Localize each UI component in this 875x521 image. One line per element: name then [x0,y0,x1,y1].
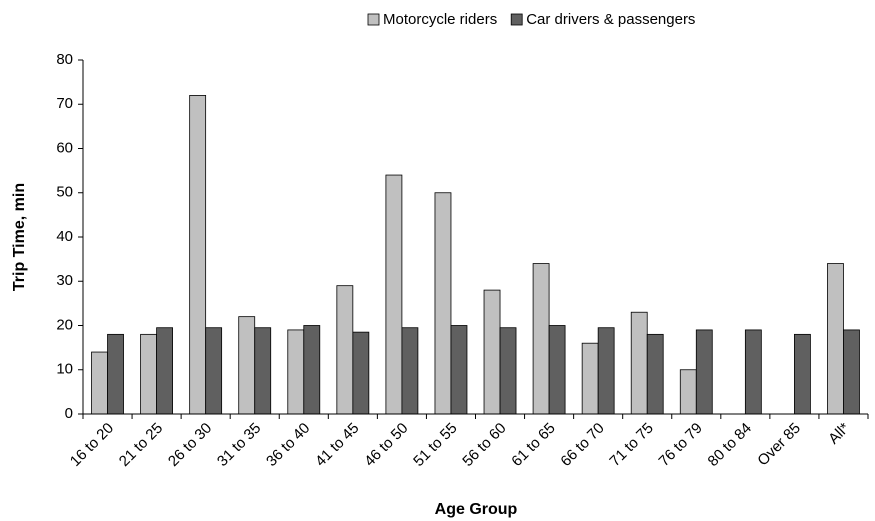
bar [532,263,550,415]
bar [303,325,321,415]
legend-label: Motorcycle riders [383,11,497,28]
bar [254,327,272,415]
y-tick-label: 70 [56,95,73,112]
y-axis-title: Trip Time, min [11,183,28,291]
bar [679,369,697,415]
x-tick-label: 71 to 75 [606,420,656,470]
y-tick-label: 0 [65,405,73,422]
y-tick-label: 20 [56,316,73,333]
bar [827,263,844,415]
bar [189,95,207,415]
bar [238,316,256,415]
x-tick-label: 41 to 45 [312,420,362,470]
bar [336,285,354,415]
bar [107,333,124,415]
y-tick-label: 50 [56,184,73,201]
y-tick-label: 80 [56,51,73,68]
legend-swatch [367,13,380,26]
bar [385,174,403,415]
y-tick-label: 60 [56,139,73,156]
bar [695,329,713,415]
bar [646,333,664,415]
x-tick-label: 76 to 79 [656,420,706,470]
x-tick-label: 56 to 60 [459,420,509,470]
x-axis-title: Age Group [435,501,518,518]
x-tick-label: 26 to 30 [165,420,215,470]
x-tick-label: 16 to 20 [67,420,117,470]
x-tick-label: 46 to 50 [361,420,411,470]
bar [156,327,173,415]
bar [843,329,860,415]
x-tick-label: 66 to 70 [557,420,607,470]
bar [548,325,566,415]
bar [352,331,370,415]
x-tick-label: 80 to 84 [705,420,755,470]
y-tick-label: 40 [56,228,73,245]
bar [140,333,157,415]
x-tick-label: 31 to 35 [214,420,264,470]
bar [434,192,452,415]
bar [744,329,762,415]
x-tick-label: All* [825,420,853,448]
y-tick-label: 30 [56,272,73,289]
x-tick-label: 36 to 40 [263,420,313,470]
bar [450,325,468,415]
bar [483,289,501,415]
x-tick-label: 61 to 65 [508,420,558,470]
bar [794,333,811,415]
legend-swatch [510,13,523,26]
bar [630,311,648,415]
bar [401,327,419,415]
bar [287,329,305,415]
legend-label: Car drivers & passengers [526,11,695,28]
bar [91,351,108,415]
x-tick-label: Over 85 [754,420,804,470]
bar [499,327,517,415]
bar [581,342,599,415]
x-tick-label: 51 to 55 [410,420,460,470]
bar [205,327,223,415]
y-tick-label: 10 [56,361,73,378]
bar [597,327,615,415]
x-tick-label: 21 to 25 [116,420,166,470]
